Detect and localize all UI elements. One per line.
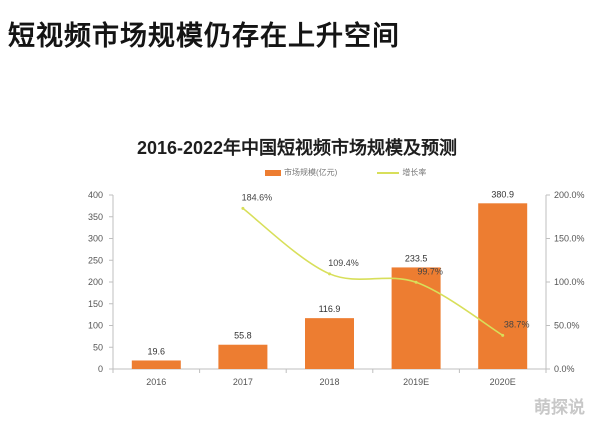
bar	[131, 360, 181, 369]
y-left-tick-label: 100	[88, 321, 103, 331]
bar-value-label: 233.5	[405, 253, 428, 263]
legend-line-label: 增长率	[402, 168, 427, 177]
page-heading: 短视频市场规模仍存在上升空间	[8, 21, 400, 51]
x-tick-label: 2016	[146, 377, 166, 387]
bar-value-label: 116.9	[319, 304, 341, 314]
bar	[391, 267, 441, 369]
bar	[305, 318, 354, 369]
chart-legend: 市场规模(亿元) 增长率	[265, 167, 426, 178]
watermark: 萌探说	[531, 392, 588, 419]
legend-bar-swatch	[265, 169, 281, 176]
x-tick-label: 2020E	[490, 377, 516, 387]
growth-rate-point	[328, 272, 331, 276]
y-left-tick-label: 200	[88, 277, 103, 287]
y-left-tick-label: 400	[88, 190, 103, 200]
y-right-tick-label: 200.0%	[554, 190, 585, 200]
x-tick-label: 2017	[233, 377, 253, 387]
growth-rate-label: 109.4%	[328, 258, 359, 268]
legend-bar-label: 市场规模(亿元)	[284, 168, 338, 177]
x-tick-label: 2019E	[403, 377, 429, 387]
chart-title: 2016-2022年中国短视频市场规模及预测	[136, 138, 458, 158]
y-right-tick-label: 100.0%	[554, 277, 585, 287]
bar-value-label: 19.6	[148, 346, 166, 356]
y-left-tick-label: 300	[88, 234, 103, 244]
y-right-tick-label: 0.0%	[554, 364, 575, 374]
growth-rate-point	[414, 280, 418, 284]
bar-value-label: 55.8	[234, 331, 252, 341]
growth-rate-label: 99.7%	[417, 266, 443, 276]
y-left-tick-label: 350	[88, 212, 103, 222]
growth-rate-line	[242, 207, 504, 337]
y-left-tick-label: 50	[93, 342, 103, 352]
growth-rate-point	[501, 333, 505, 337]
y-right-tick-label: 150.0%	[554, 234, 585, 244]
legend-line-swatch	[377, 171, 400, 174]
y-right-tick-label: 50.0%	[554, 321, 580, 331]
bar	[478, 203, 528, 369]
growth-rate-label: 184.6%	[242, 192, 273, 202]
x-tick-label: 2018	[319, 377, 339, 387]
bar-value-label: 380.9	[491, 189, 514, 199]
growth-rate-point	[241, 206, 245, 210]
bar	[218, 344, 268, 369]
y-left-tick-label: 150	[88, 299, 103, 309]
y-left-tick-label: 0	[98, 364, 103, 374]
y-left-tick-label: 250	[88, 255, 103, 265]
growth-rate-label: 38.7%	[504, 319, 530, 329]
